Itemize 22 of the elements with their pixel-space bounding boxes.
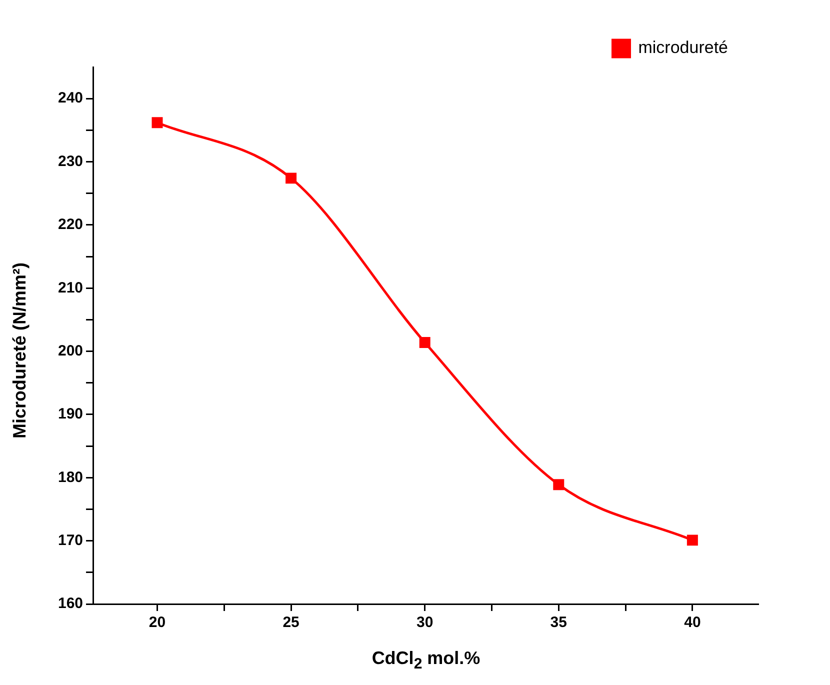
x-axis-title: CdCl$_{2}$ mol.% bbox=[370, 648, 482, 673]
point bbox=[152, 117, 163, 128]
y-tick-label: 240 bbox=[58, 90, 84, 107]
x-tick-label: 20 bbox=[148, 614, 166, 632]
x-tick-label: 25 bbox=[282, 614, 300, 632]
y-tick-label: 210 bbox=[58, 279, 84, 296]
y-tick-label: 190 bbox=[58, 406, 84, 423]
point bbox=[419, 336, 430, 348]
point bbox=[686, 534, 698, 546]
y-tick-label: 160 bbox=[58, 595, 84, 612]
y-axis-title: Microdureté (N/mm²) bbox=[10, 262, 30, 441]
point bbox=[553, 479, 564, 490]
point bbox=[286, 172, 297, 184]
y-tick-label: 170 bbox=[58, 532, 84, 549]
y-tick-label: 180 bbox=[58, 468, 84, 486]
y-tick-label: 220 bbox=[58, 216, 84, 234]
x-tick-label: 35 bbox=[550, 614, 567, 632]
y-tick-label: 230 bbox=[58, 152, 84, 170]
x-tick-label: 40 bbox=[684, 614, 701, 632]
legend-label: microdureté bbox=[638, 38, 728, 58]
y-tick-label: 200 bbox=[58, 342, 84, 360]
x-tick-label: 30 bbox=[416, 614, 434, 632]
